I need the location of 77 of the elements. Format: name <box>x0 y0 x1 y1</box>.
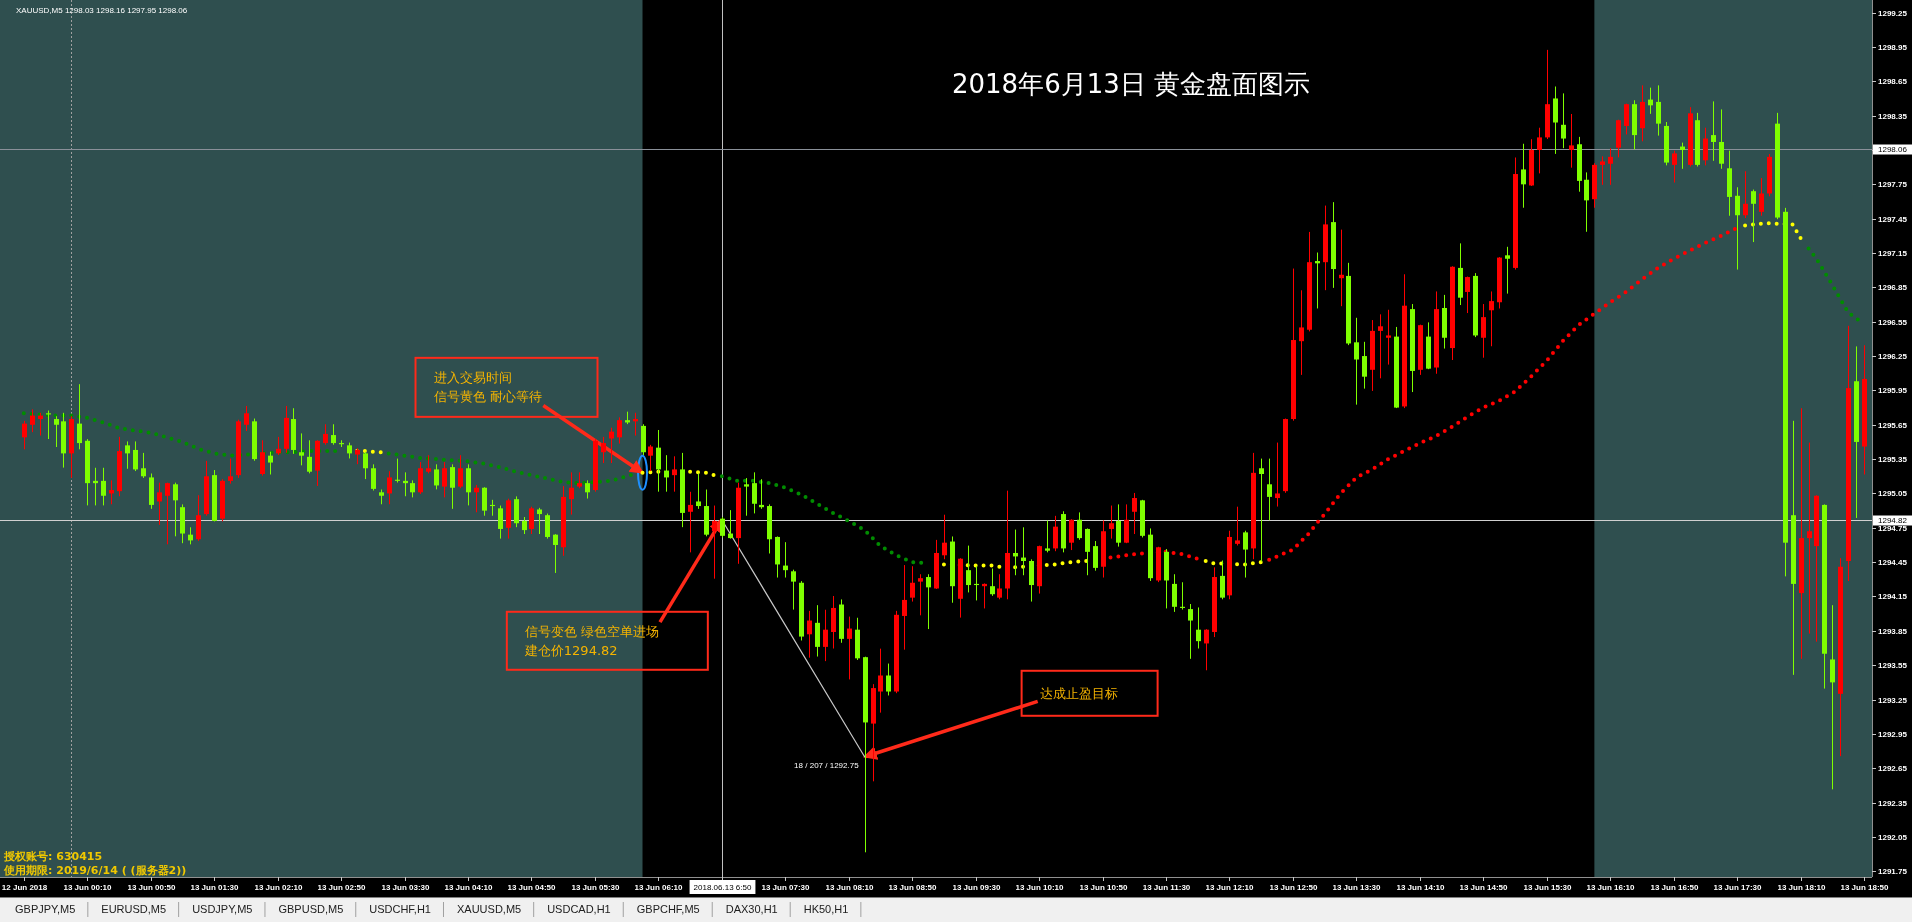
ref-line-label: 2018.06.13 6:50 <box>693 882 752 892</box>
y-tick-label: 1293.25 <box>1878 696 1908 705</box>
x-tick-label: 13 Jun 12:50 <box>1269 882 1319 892</box>
y-tick-label: 1298.95 <box>1878 43 1908 52</box>
annotation: 信号变色 绿色空单进场 <box>524 623 659 639</box>
text: USDJPY,M5 <box>192 903 253 915</box>
y-tick-label: 1297.75 <box>1878 180 1908 189</box>
x-tick-label: 13 Jun 12:10 <box>1205 882 1255 892</box>
x-tick-label: 13 Jun 02:50 <box>317 882 367 892</box>
x-tick-label: 13 Jun 14:50 <box>1459 882 1509 892</box>
x-tick-label: 13 Jun 10:50 <box>1079 882 1129 892</box>
y-tick-label: 1293.85 <box>1878 627 1908 636</box>
text: XAUUSD,M5 <box>456 903 522 915</box>
x-tick-label: 13 Jun 17:30 <box>1713 882 1763 892</box>
y-tick-label: 1296.55 <box>1878 318 1908 327</box>
x-tick-label: 13 Jun 10:10 <box>1015 882 1065 892</box>
x-tick-label: 13 Jun 16:50 <box>1650 882 1700 892</box>
y-tick-label: 1295.65 <box>1878 421 1908 430</box>
x-tick-label: 13 Jun 02:10 <box>254 882 304 892</box>
x-tick-label: 13 Jun 04:50 <box>507 882 557 892</box>
text: USDCAD,H1 <box>547 903 611 915</box>
annotation: 授权账号: 630415 <box>3 849 103 863</box>
x-tick-label: 13 Jun 05:30 <box>571 882 621 892</box>
y-tick-label: 1299.25 <box>1878 9 1908 18</box>
x-tick-label: 13 Jun 03:30 <box>381 882 431 892</box>
ref-line-label: 1294.82 <box>1878 516 1908 525</box>
y-tick-label: 1292.95 <box>1878 730 1908 739</box>
x-tick-label: 13 Jun 06:10 <box>634 882 684 892</box>
x-tick-label: 13 Jun 08:50 <box>888 882 938 892</box>
y-tick-label: 1291.75 <box>1878 867 1908 876</box>
y-tick-label: 1297.15 <box>1878 249 1908 258</box>
annotation: 信号黄色 耐心等待 <box>433 389 542 405</box>
text: USDCHF,H1 <box>369 903 431 915</box>
annotation: 进入交易时间 <box>433 370 512 386</box>
x-tick-label: 13 Jun 11:30 <box>1142 882 1191 892</box>
y-tick-label: 1296.85 <box>1878 283 1908 292</box>
x-tick-label: 13 Jun 18:50 <box>1840 882 1890 892</box>
annotation: 使用期限: 2019/6/14 ( (服务器2)) <box>3 863 187 877</box>
x-tick-label: 13 Jun 09:30 <box>952 882 1002 892</box>
y-tick-label: 1296.25 <box>1878 352 1908 361</box>
y-tick-label: 1295.05 <box>1878 489 1908 498</box>
x-tick-label: 13 Jun 08:10 <box>825 882 875 892</box>
annotation: XAUUSD,M5 1298.03 1298.16 1297.95 1298.06 <box>16 5 188 15</box>
y-tick-label: 1298.35 <box>1878 112 1908 121</box>
y-tick-label: 1295.35 <box>1878 455 1908 464</box>
x-tick-label: 13 Jun 13:30 <box>1332 882 1382 892</box>
x-tick-label: 13 Jun 18:10 <box>1777 882 1827 892</box>
y-tick-label: 1294.15 <box>1878 592 1908 601</box>
y-tick-label: 1294.75 <box>1878 524 1908 533</box>
y-tick-label: 1294.45 <box>1878 558 1908 567</box>
y-tick-label: 1292.65 <box>1878 764 1908 773</box>
x-tick-label: 13 Jun 16:10 <box>1586 882 1636 892</box>
x-tick-label: 13 Jun 14:10 <box>1396 882 1446 892</box>
annotation: 达成止盈目标 <box>1039 685 1118 701</box>
y-tick-label: 1292.05 <box>1878 833 1908 842</box>
text: GBPJPY,M5 <box>15 903 76 915</box>
x-tick-label: 13 Jun 00:50 <box>127 882 177 892</box>
text: GBPUSD,M5 <box>278 903 344 915</box>
text: HK50,H1 <box>803 903 849 915</box>
x-tick-label: 12 Jun 2018 <box>1 882 48 892</box>
x-tick-label: 13 Jun 01:30 <box>190 882 240 892</box>
y-tick-label: 1292.35 <box>1878 799 1908 808</box>
y-tick-label: 1295.95 <box>1878 386 1908 395</box>
text: GBPCHF,M5 <box>636 903 700 915</box>
annotation: 建仓价1294.82 <box>523 642 618 658</box>
x-tick-label: 13 Jun 00:10 <box>63 882 113 892</box>
text: DAX30,H1 <box>725 903 778 915</box>
ref-line-label: 1298.06 <box>1878 145 1908 154</box>
x-tick-label: 13 Jun 15:30 <box>1523 882 1573 892</box>
text: EURUSD,M5 <box>101 903 167 915</box>
y-tick-label: 1297.45 <box>1878 215 1908 224</box>
text: 2018年6月13日 黄金盘面图示 <box>951 69 1311 99</box>
annotation: 18 / 207 / 1292.75 <box>794 761 860 771</box>
x-tick-label: 13 Jun 04:10 <box>444 882 494 892</box>
y-tick-label: 1293.55 <box>1878 661 1908 670</box>
y-tick-label: 1298.65 <box>1878 77 1908 86</box>
x-tick-label: 13 Jun 07:30 <box>761 882 811 892</box>
